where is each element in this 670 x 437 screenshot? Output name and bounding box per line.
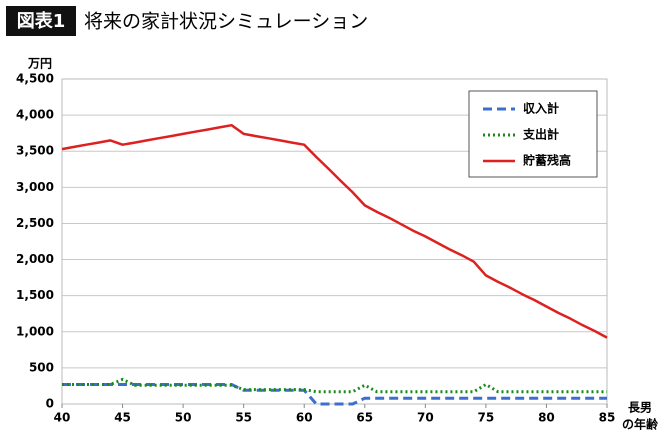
- x-tick-label: 70: [417, 411, 434, 425]
- legend-label: 支出計: [522, 127, 559, 142]
- series-line: [62, 383, 607, 406]
- x-tick-label: 85: [599, 411, 616, 425]
- x-tick-label: 40: [54, 411, 71, 425]
- x-tick-label: 80: [538, 411, 555, 425]
- y-tick-label: 4,000: [16, 108, 54, 122]
- y-tick-label: 2,500: [16, 216, 54, 230]
- badge: 図表1: [17, 10, 66, 32]
- y-tick-label: 1,000: [16, 324, 54, 338]
- y-tick-label: 0: [46, 397, 54, 411]
- y-tick-label: 3,500: [16, 144, 54, 158]
- legend-label: 収入計: [523, 101, 559, 116]
- legend-label: 貯蓄残高: [523, 153, 571, 168]
- y-tick-label: 500: [29, 360, 54, 374]
- y-tick-label: 1,500: [16, 288, 54, 302]
- legend-box: [468, 90, 598, 178]
- x-tick-label: 45: [114, 411, 131, 425]
- y-tick-label: 2,000: [16, 252, 54, 266]
- x-tick-label: 60: [296, 411, 313, 425]
- x-axis-label: 長男: [628, 400, 652, 415]
- y-axis-label: 万円: [27, 57, 52, 71]
- y-tick-label: 4,500: [16, 72, 54, 86]
- badge-box: [6, 6, 76, 36]
- x-tick-label: 65: [356, 411, 373, 425]
- x-tick-label: 50: [175, 411, 192, 425]
- series-line: [61, 123, 608, 339]
- plot-frame: [61, 78, 608, 405]
- x-tick-label: 55: [235, 411, 252, 425]
- series-line: [62, 377, 607, 394]
- chart-title: 将来の家計状況シミュレーション: [84, 11, 368, 33]
- y-tick-label: 3,000: [16, 180, 54, 194]
- x-axis-label: の年齢: [622, 417, 659, 432]
- x-tick-label: 75: [478, 411, 495, 425]
